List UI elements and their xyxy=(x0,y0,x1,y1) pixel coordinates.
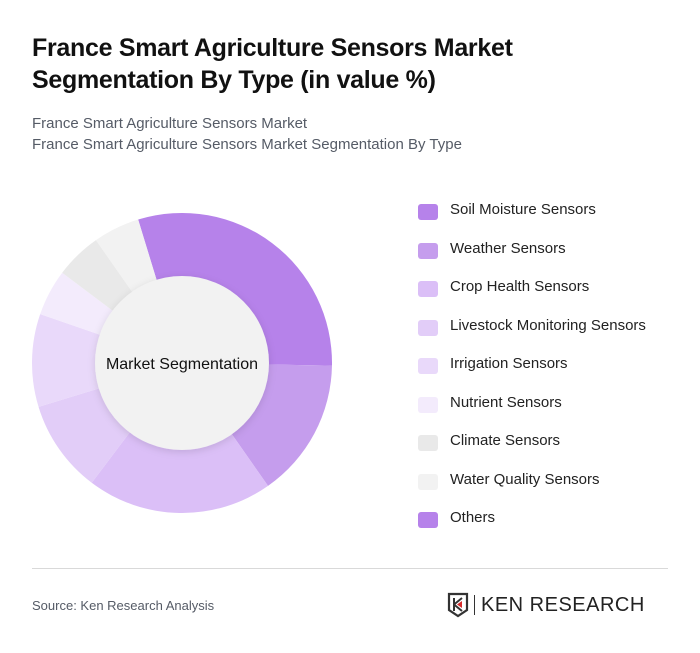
legend-swatch xyxy=(418,204,438,220)
chart-title: France Smart Agriculture Sensors Market … xyxy=(32,34,513,94)
legend-label: Weather Sensors xyxy=(450,239,566,257)
logo-separator xyxy=(474,595,475,615)
legend-item: Weather Sensors xyxy=(418,237,646,276)
legend-swatch xyxy=(418,473,438,490)
donut-center xyxy=(95,276,269,450)
legend-swatch xyxy=(418,396,438,413)
legend-item: Others xyxy=(418,506,646,545)
legend-item: Climate Sensors xyxy=(418,429,646,468)
legend-swatch xyxy=(418,281,438,297)
legend-label: Irrigation Sensors xyxy=(450,355,568,372)
source-note: Source: Ken Research Analysis xyxy=(32,598,215,613)
donut-chart: Market Segmentation xyxy=(32,213,332,513)
center-label: Market Segmentation xyxy=(106,356,258,373)
legend-swatch xyxy=(418,512,438,528)
ken-logo-icon xyxy=(447,592,469,618)
legend-swatch xyxy=(418,435,438,451)
logo-text: KEN RESEARCH xyxy=(481,593,645,616)
legend-item: Crop Health Sensors xyxy=(418,275,646,314)
legend-label: Soil Moisture Sensors xyxy=(450,201,596,218)
subtitle-line-1: France Smart Agriculture Sensors Market xyxy=(32,115,308,132)
donut-slice-soil-moisture-sensors xyxy=(138,213,332,366)
legend-item: Nutrient Sensors xyxy=(418,391,646,430)
legend-swatch xyxy=(418,319,438,336)
subtitle-line-2: France Smart Agriculture Sensors Market … xyxy=(32,136,462,153)
legend-label: Livestock Monitoring Sensors xyxy=(450,316,646,334)
legend: Soil Moisture Sensors Weather Sensors Crop… xyxy=(418,198,646,545)
legend-label: Crop Health Sensors xyxy=(450,278,590,295)
legend-swatch xyxy=(418,242,438,259)
chart-subtitle: France Smart Agriculture Sensors Market … xyxy=(32,113,462,155)
ken-research-logo: KEN RESEARCH xyxy=(447,592,645,618)
legend-item: Soil Moisture Sensors xyxy=(418,198,646,237)
legend-item: Water Quality Sensors xyxy=(418,468,646,507)
footer-divider xyxy=(32,568,668,569)
legend-label: Climate Sensors xyxy=(450,432,561,449)
legend-label: Nutrient Sensors xyxy=(450,393,562,411)
legend-item: Irrigation Sensors xyxy=(418,352,646,391)
legend-item: Livestock Monitoring Sensors xyxy=(418,314,646,353)
legend-swatch xyxy=(418,358,438,374)
legend-label: Others xyxy=(450,509,496,526)
legend-label: Water Quality Sensors xyxy=(450,470,600,488)
